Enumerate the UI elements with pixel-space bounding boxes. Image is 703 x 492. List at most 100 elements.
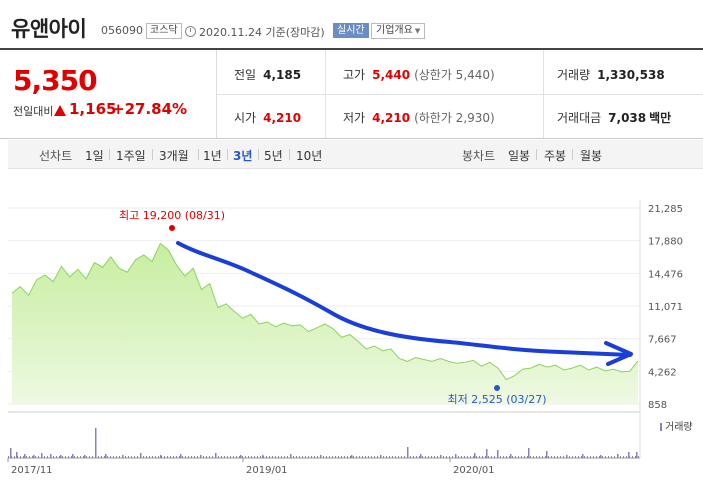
y-tick-label: 21,285	[648, 204, 683, 215]
volume-bar	[539, 456, 540, 458]
volume-bar	[510, 454, 512, 458]
tab-10y[interactable]: 10년	[296, 149, 323, 163]
price-line	[11, 242, 639, 381]
company-info-button[interactable]: 기업개요 ▼	[371, 23, 426, 39]
volume-bar	[84, 455, 86, 458]
x-tick-label: 2017/11	[11, 465, 53, 476]
max-marker	[169, 225, 175, 232]
line-chart-label: 선차트	[39, 149, 73, 163]
volume-bar	[161, 456, 162, 458]
volume-bar	[623, 456, 624, 458]
stock-name: 유앤아이	[11, 17, 87, 41]
change-value: 1,165	[69, 100, 117, 118]
volume-bar	[293, 456, 294, 458]
volume-bar	[503, 456, 504, 458]
volume-bar	[474, 453, 476, 458]
clock-icon	[185, 26, 196, 37]
volume-bar	[518, 456, 519, 458]
volume-bar	[446, 456, 447, 458]
volume-bar	[500, 456, 501, 458]
volume-bar	[230, 456, 231, 458]
volume-bar	[140, 453, 142, 458]
volume-bar	[203, 456, 204, 458]
volume-bar	[95, 456, 96, 458]
volume-bar	[116, 456, 117, 458]
tab-1w[interactable]: 1주일	[116, 149, 146, 163]
volume-bar	[464, 456, 465, 458]
trend-arrow	[176, 241, 633, 366]
market-badge: 코스닥	[146, 23, 182, 39]
y-axis-ticks: 21,285 17,880 14,476 11,071 7,667 4,262 858	[648, 204, 683, 411]
y-tick-label: 7,667	[648, 335, 677, 346]
volume-bar	[344, 456, 345, 458]
volume-bar	[578, 456, 579, 458]
volume-bar	[554, 456, 555, 458]
stat-value: 1,330,538	[597, 68, 665, 82]
tab-1y[interactable]: 1년	[203, 149, 222, 163]
volume-bar	[33, 455, 35, 458]
stat-unit: 백만	[649, 111, 672, 125]
volume-bar	[194, 456, 195, 458]
volume-bar	[608, 456, 609, 458]
volume-bar	[422, 456, 423, 458]
chart-tabs: 선차트 1일 1주일 3개월 1년 3년 5년 10년 봉차트 일봉 주봉 월봉	[8, 140, 703, 169]
volume-bar	[491, 456, 492, 458]
volume-bar	[420, 454, 422, 458]
volume-bar	[341, 456, 342, 458]
volume-bar	[528, 448, 530, 458]
volume-bar	[44, 456, 45, 458]
volume-bar	[160, 455, 162, 458]
volume-bar	[86, 456, 87, 458]
stock-header: 유앤아이 056090 코스닥 2020.11.24 기준(장마감) 실시간 기…	[0, 0, 703, 50]
volume-bar	[29, 456, 30, 458]
volume-bar	[251, 456, 252, 458]
volume-bar	[548, 456, 549, 458]
volume-bar	[38, 456, 39, 458]
volume-bar	[425, 456, 426, 458]
volume-bar	[47, 456, 48, 458]
volume-bar	[185, 456, 186, 458]
tab-1d[interactable]: 1일	[85, 149, 104, 163]
volume-bar	[593, 456, 594, 458]
current-price-box: 5,350 전일대비 1,165 +27.84%	[0, 50, 217, 138]
tab-5y[interactable]: 5년	[264, 149, 283, 163]
volume-bar	[20, 456, 21, 458]
stat-value: 7,038	[608, 111, 647, 125]
chevron-down-icon: ▼	[414, 27, 421, 35]
volume-bar	[269, 456, 270, 458]
volume-bar	[311, 456, 312, 458]
y-tick-label: 14,476	[648, 269, 683, 280]
volume-bar	[209, 456, 210, 458]
volume-bar	[413, 456, 414, 458]
tab-3y[interactable]: 3년	[233, 149, 253, 163]
volume-bar	[275, 456, 276, 458]
volume-bar	[227, 456, 228, 458]
volume-bar	[16, 452, 18, 458]
tab-separator	[109, 149, 110, 160]
stat-value: 4,210	[263, 111, 302, 125]
tab-monthly[interactable]: 월봉	[580, 149, 603, 163]
volume-bar	[407, 447, 409, 458]
volume-bar	[68, 456, 69, 458]
max-annotation: 최고 19,200 (08/31)	[119, 209, 225, 222]
volume-bar	[182, 456, 183, 458]
volume-bar	[401, 456, 402, 458]
volume-bar	[626, 456, 627, 458]
volume-bar	[377, 456, 378, 458]
volume-bar	[257, 456, 258, 458]
min-marker	[494, 385, 500, 392]
volume-bar	[278, 456, 279, 458]
volume-bar	[317, 456, 318, 458]
tab-weekly[interactable]: 주봉	[544, 149, 567, 163]
realtime-button[interactable]: 실시간	[333, 23, 369, 38]
header-divider	[0, 48, 703, 50]
volume-bar	[440, 456, 441, 458]
tab-3m[interactable]: 3개월	[159, 149, 189, 163]
volume-bar	[326, 456, 327, 458]
volume-bar	[551, 456, 552, 458]
volume-bar	[155, 456, 156, 458]
tab-daily[interactable]: 일봉	[508, 149, 531, 163]
volume-bar	[323, 456, 324, 458]
volume-bar	[62, 456, 63, 458]
volume-bar	[509, 456, 510, 458]
